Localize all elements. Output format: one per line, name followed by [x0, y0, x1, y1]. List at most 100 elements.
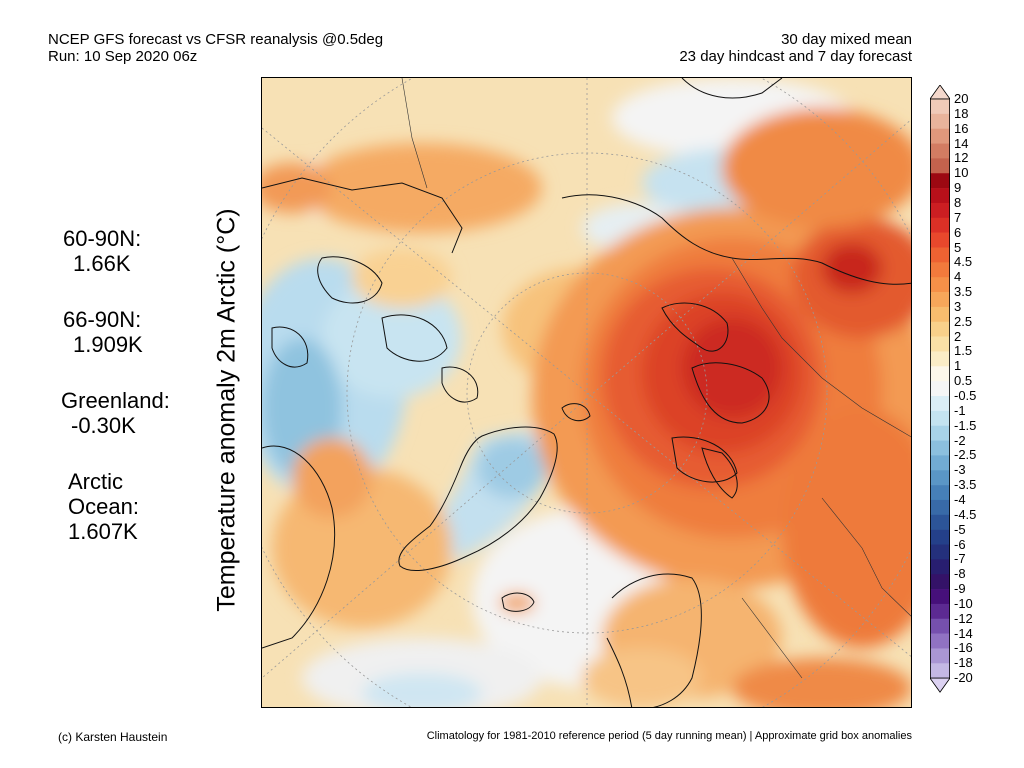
stat-label: Greenland:	[61, 388, 170, 413]
colorbar-tick-label: 9	[954, 180, 962, 196]
colorbar-swatch	[930, 128, 950, 144]
colorbar-swatch	[930, 292, 950, 308]
colorbar-swatch	[930, 232, 950, 248]
colorbar-tick-label: 14	[954, 135, 969, 151]
colorbar-tick-label: -1	[954, 402, 966, 418]
colorbar-swatch	[930, 485, 950, 501]
colorbar-tick-label: -5	[954, 521, 966, 537]
stat-arctic-ocean: Arctic Ocean: 1.607K	[68, 469, 139, 544]
footer-credit: (c) Karsten Haustein	[58, 730, 168, 744]
colorbar-tick-label: 2	[954, 328, 962, 344]
colorbar-tick-label: 2.5	[954, 313, 973, 329]
colorbar-swatch	[930, 648, 950, 664]
colorbar-swatch	[930, 188, 950, 204]
colorbar-swatch	[930, 559, 950, 575]
colorbar-tick-label: -3	[954, 462, 966, 478]
borders	[401, 78, 911, 679]
stat-value: -0.30K	[71, 413, 136, 438]
colorbar-top-arrow	[930, 85, 950, 100]
colorbar-tick-label: 18	[954, 105, 969, 121]
colorbar-tick-label: 16	[954, 120, 969, 136]
colorbar-swatch	[930, 499, 950, 516]
colorbar-swatch	[930, 410, 950, 426]
colorbar-swatch	[930, 396, 950, 412]
colorbar-bottom-arrow	[930, 677, 950, 693]
colorbar-tick-label: -6	[954, 536, 966, 552]
map-field-svg	[262, 78, 911, 707]
stat-value: 1.607K	[68, 519, 138, 544]
colorbar-tick-label: -16	[954, 640, 973, 656]
colorbar-swatch	[930, 589, 950, 605]
chart-header-left: NCEP GFS forecast vs CFSR reanalysis @0.…	[48, 31, 383, 65]
colorbar-tick-label: -2	[954, 432, 966, 448]
colorbar-swatch	[930, 440, 950, 456]
colorbar-swatch	[930, 99, 950, 115]
colorbar-tick-label: 4	[954, 269, 962, 285]
colorbar-swatch	[930, 574, 950, 590]
colorbar-swatch	[930, 306, 950, 323]
colorbar-swatch	[930, 544, 950, 560]
colorbar-swatch	[930, 321, 950, 337]
colorbar-tick-label: 1	[954, 358, 962, 374]
y-axis-label: Temperature anomaly 2m Arctic (°C)	[212, 208, 241, 612]
colorbar-swatch	[930, 143, 950, 159]
colorbar-swatch	[930, 158, 950, 174]
colorbar-swatch	[930, 663, 950, 679]
colorbar-tick-label: 5	[954, 239, 962, 255]
colorbar-tick-label: -18	[954, 655, 973, 671]
stat-60-90n: 60-90N: 1.66K	[63, 226, 141, 276]
colorbar-tick-label: -12	[954, 610, 973, 626]
colorbar-tick-label: 3	[954, 298, 962, 314]
colorbar-swatch	[930, 381, 950, 397]
stat-label: 60-90N:	[63, 226, 142, 251]
mean-period: 30 day mixed mean	[781, 31, 912, 48]
colorbar-tick-label: -0.5	[954, 388, 977, 403]
graticule	[262, 78, 911, 707]
colorbar-tick-label: -20	[954, 670, 973, 686]
colorbar-tick-label: -14	[954, 625, 973, 641]
stat-66-90n: 66-90N: 1.909K	[63, 307, 143, 357]
colorbar-tick-label: 1.5	[954, 343, 973, 359]
colorbar-swatch	[930, 113, 950, 129]
colorbar-swatch	[930, 514, 950, 530]
colorbar-swatch	[930, 425, 950, 441]
hindcast-forecast-info: 23 day hindcast and 7 day forecast	[679, 48, 912, 65]
colorbar-swatch	[930, 633, 950, 649]
chart-header-right: 30 day mixed mean 23 day hindcast and 7 …	[679, 31, 912, 65]
coastlines	[262, 78, 911, 707]
colorbar-swatch	[930, 277, 950, 293]
colorbar-swatch	[930, 336, 950, 352]
colorbar-swatch	[930, 217, 950, 233]
colorbar-swatch	[930, 262, 950, 278]
colorbar-swatch	[930, 603, 950, 620]
colorbar-swatch	[930, 173, 950, 189]
colorbar-tick-label: -8	[954, 566, 966, 582]
stat-value: 1.66K	[73, 251, 131, 276]
colorbar-tick-label: 12	[954, 150, 969, 166]
colorbar-tick-label: -9	[954, 581, 966, 597]
colorbar-tick-label: -4	[954, 491, 966, 507]
colorbar-tick-label: 3.5	[954, 284, 973, 300]
colorbar-tick-label: -7	[954, 551, 966, 567]
stat-label-2: Ocean:	[68, 494, 139, 519]
run-time: Run: 10 Sep 2020 06z	[48, 48, 198, 65]
colorbar	[930, 85, 950, 693]
colorbar-swatch	[930, 529, 950, 545]
colorbar-tick-label: 10	[954, 165, 969, 181]
colorbar-tick-label: -4.5	[954, 506, 977, 522]
colorbar-tick-label: 4.5	[954, 254, 973, 270]
colorbar-swatch	[930, 455, 950, 471]
colorbar-swatch	[930, 366, 950, 382]
colorbar-tick-label: 6	[954, 224, 962, 240]
colorbar-tick-label: 8	[954, 194, 962, 210]
colorbar-tick-label: -3.5	[954, 477, 977, 493]
colorbar-swatch	[930, 470, 950, 486]
stat-label: Arctic	[68, 469, 123, 494]
stat-value: 1.909K	[73, 332, 143, 357]
model-title: NCEP GFS forecast vs CFSR reanalysis @0.…	[48, 31, 384, 48]
stat-label: 66-90N:	[63, 307, 142, 332]
footer-climatology-note: Climatology for 1981-2010 reference peri…	[426, 730, 912, 742]
colorbar-swatch	[930, 202, 950, 219]
colorbar-tick-label: -2.5	[954, 447, 977, 463]
colorbar-tick-label: 20	[954, 91, 969, 106]
